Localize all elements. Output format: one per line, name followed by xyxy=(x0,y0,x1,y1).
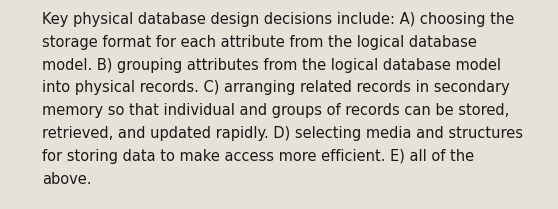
Text: into physical records. C) arranging related records in secondary: into physical records. C) arranging rela… xyxy=(42,80,510,95)
Text: above.: above. xyxy=(42,172,92,187)
Text: Key physical database design decisions include: A) choosing the: Key physical database design decisions i… xyxy=(42,12,514,27)
Text: storage format for each attribute from the logical database: storage format for each attribute from t… xyxy=(42,35,477,50)
Text: retrieved, and updated rapidly. D) selecting media and structures: retrieved, and updated rapidly. D) selec… xyxy=(42,126,523,141)
Text: memory so that individual and groups of records can be stored,: memory so that individual and groups of … xyxy=(42,103,509,118)
Text: model. B) grouping attributes from the logical database model: model. B) grouping attributes from the l… xyxy=(42,58,501,73)
Text: for storing data to make access more efficient. E) all of the: for storing data to make access more eff… xyxy=(42,149,474,164)
